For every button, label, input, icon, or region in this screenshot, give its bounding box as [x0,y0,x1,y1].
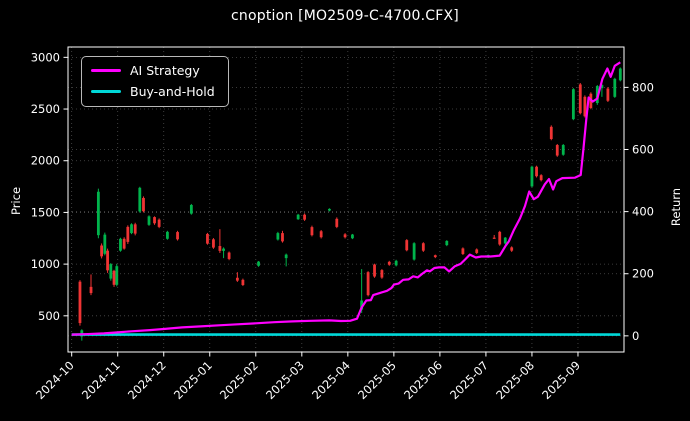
svg-text:2025-06: 2025-06 [401,358,445,402]
svg-text:2025-01: 2025-01 [171,358,215,402]
ai-strategy-line-swatch [91,68,121,73]
svg-text:500: 500 [38,309,60,323]
svg-text:2500: 2500 [31,102,60,116]
return-axis-label: Return [669,187,683,227]
svg-text:1000: 1000 [31,257,60,271]
svg-text:2025-07: 2025-07 [447,358,491,402]
svg-text:2025-02: 2025-02 [217,358,261,402]
price-axis-label: Price [9,186,23,216]
svg-text:2025-04: 2025-04 [309,358,353,402]
svg-text:2025-05: 2025-05 [355,358,399,402]
svg-text:2024-11: 2024-11 [79,358,123,402]
svg-text:3000: 3000 [31,50,60,64]
chart-title: cnoption [MO2509-C-4700.CFX] [231,8,459,24]
buy-and-hold-line-swatch [91,89,121,94]
svg-text:2024-12: 2024-12 [125,358,169,402]
svg-text:600: 600 [632,142,654,156]
svg-text:2000: 2000 [31,154,60,168]
svg-text:1500: 1500 [31,205,60,219]
svg-text:800: 800 [632,80,654,94]
svg-text:400: 400 [632,205,654,219]
legend-label-buy-and-hold: Buy-and-Hold [130,84,215,99]
legend: AI Strategy Buy-and-Hold [81,56,229,107]
legend-item-ai-strategy: AI Strategy [91,63,215,78]
svg-text:200: 200 [632,267,654,281]
svg-text:0: 0 [632,329,639,343]
legend-item-buy-and-hold: Buy-and-Hold [91,84,215,99]
svg-text:2024-10: 2024-10 [33,358,77,402]
svg-text:2025-09: 2025-09 [539,358,583,402]
svg-text:2025-08: 2025-08 [493,358,537,402]
svg-text:2025-03: 2025-03 [263,358,307,402]
legend-label-ai-strategy: AI Strategy [130,63,200,78]
